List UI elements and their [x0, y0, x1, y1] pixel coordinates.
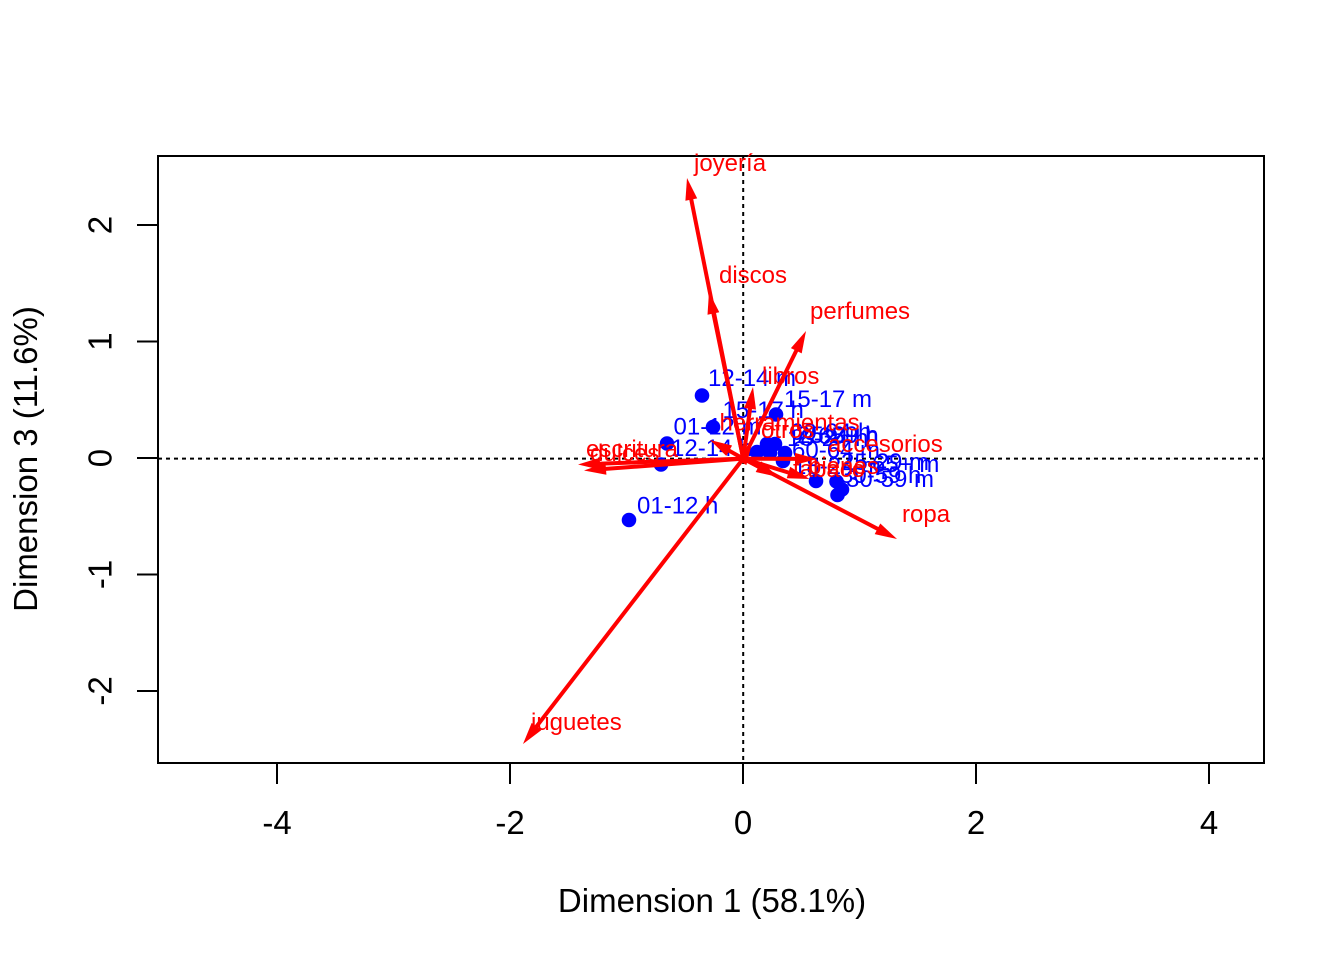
svg-text:1: 1 [82, 332, 119, 350]
svg-text:0: 0 [734, 804, 752, 841]
svg-text:0: 0 [82, 449, 119, 467]
svg-text:tabaco: tabaco [793, 456, 865, 483]
svg-text:bienes: bienes [808, 453, 879, 480]
svg-text:-2: -2 [495, 804, 524, 841]
svg-text:ropa: ropa [902, 501, 951, 528]
svg-text:18-24 h: 18-24 h [787, 425, 868, 452]
svg-text:juguetes: juguetes [530, 709, 622, 736]
svg-text:escritura: escritura [586, 436, 679, 463]
svg-text:25-29 h: 25-29 h [797, 422, 878, 449]
svg-text:65+ m: 65+ m [872, 451, 939, 478]
svg-text:30-59 m: 30-59 m [846, 466, 934, 493]
svg-text:perfumes: perfumes [810, 298, 910, 325]
svg-text:-4: -4 [262, 804, 291, 841]
svg-text:30-59 h: 30-59 h [840, 462, 921, 489]
svg-text:otros: otros [761, 417, 814, 444]
svg-text:25-29 m: 25-29 m [841, 449, 929, 476]
svg-text:4: 4 [1200, 804, 1218, 841]
svg-text:dulces: dulces [590, 440, 659, 467]
svg-text:joyería: joyería [693, 150, 767, 177]
svg-text:Dimension 3 (11.6%): Dimension 3 (11.6%) [7, 306, 44, 612]
svg-text:discos: discos [719, 262, 787, 289]
svg-text:herramientas: herramientas [720, 410, 860, 437]
svg-text:65+ h: 65+ h [818, 423, 879, 450]
svg-text:-2: -2 [82, 676, 119, 705]
svg-text:15-17 m: 15-17 m [784, 386, 872, 413]
svg-text:60-64 h: 60-64 h [790, 419, 871, 446]
svg-text:2: 2 [82, 216, 119, 234]
svg-text:Dimension 1 (58.1%): Dimension 1 (58.1%) [558, 882, 866, 919]
svg-text:libros: libros [762, 363, 819, 390]
svg-text:2: 2 [967, 804, 985, 841]
svg-text:-1: -1 [82, 560, 119, 589]
svg-text:accesorios: accesorios [828, 431, 943, 458]
